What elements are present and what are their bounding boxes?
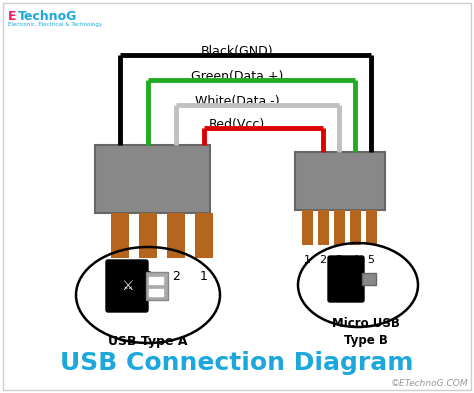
Text: E: E bbox=[8, 10, 17, 23]
Text: USB Connection Diagram: USB Connection Diagram bbox=[60, 351, 414, 375]
FancyBboxPatch shape bbox=[334, 210, 345, 245]
FancyBboxPatch shape bbox=[328, 256, 364, 302]
FancyBboxPatch shape bbox=[195, 213, 213, 258]
FancyBboxPatch shape bbox=[302, 210, 313, 245]
FancyBboxPatch shape bbox=[139, 213, 157, 258]
FancyBboxPatch shape bbox=[95, 145, 210, 213]
Text: 2: 2 bbox=[319, 255, 327, 265]
FancyBboxPatch shape bbox=[106, 260, 148, 312]
FancyBboxPatch shape bbox=[149, 289, 163, 296]
Text: 4: 4 bbox=[351, 255, 358, 265]
Text: 3: 3 bbox=[336, 255, 343, 265]
Text: White(Data -): White(Data -) bbox=[195, 95, 279, 108]
FancyBboxPatch shape bbox=[146, 272, 168, 300]
FancyBboxPatch shape bbox=[149, 277, 163, 284]
FancyBboxPatch shape bbox=[362, 273, 376, 285]
FancyBboxPatch shape bbox=[167, 213, 185, 258]
FancyBboxPatch shape bbox=[350, 210, 361, 245]
Text: 5: 5 bbox=[367, 255, 374, 265]
Text: 2: 2 bbox=[172, 270, 180, 283]
Text: Red(Vcc): Red(Vcc) bbox=[209, 118, 265, 131]
Text: ⚔: ⚔ bbox=[121, 279, 133, 293]
Text: TechnoG: TechnoG bbox=[18, 10, 77, 23]
FancyBboxPatch shape bbox=[295, 152, 385, 210]
FancyBboxPatch shape bbox=[366, 210, 377, 245]
Text: ©ETechnoG.COM: ©ETechnoG.COM bbox=[391, 379, 468, 388]
Text: Green(Data +): Green(Data +) bbox=[191, 70, 283, 83]
Text: Electronic, Electrical & Technology: Electronic, Electrical & Technology bbox=[8, 22, 102, 27]
Text: USB Type A: USB Type A bbox=[108, 335, 188, 348]
Text: Micro USB
Type B: Micro USB Type B bbox=[332, 317, 400, 347]
Text: 3: 3 bbox=[144, 270, 152, 283]
Text: 4: 4 bbox=[116, 270, 124, 283]
Text: 1: 1 bbox=[200, 270, 208, 283]
FancyBboxPatch shape bbox=[111, 213, 129, 258]
Text: Black(GND): Black(GND) bbox=[201, 45, 273, 58]
FancyBboxPatch shape bbox=[318, 210, 329, 245]
Text: 1: 1 bbox=[303, 255, 310, 265]
